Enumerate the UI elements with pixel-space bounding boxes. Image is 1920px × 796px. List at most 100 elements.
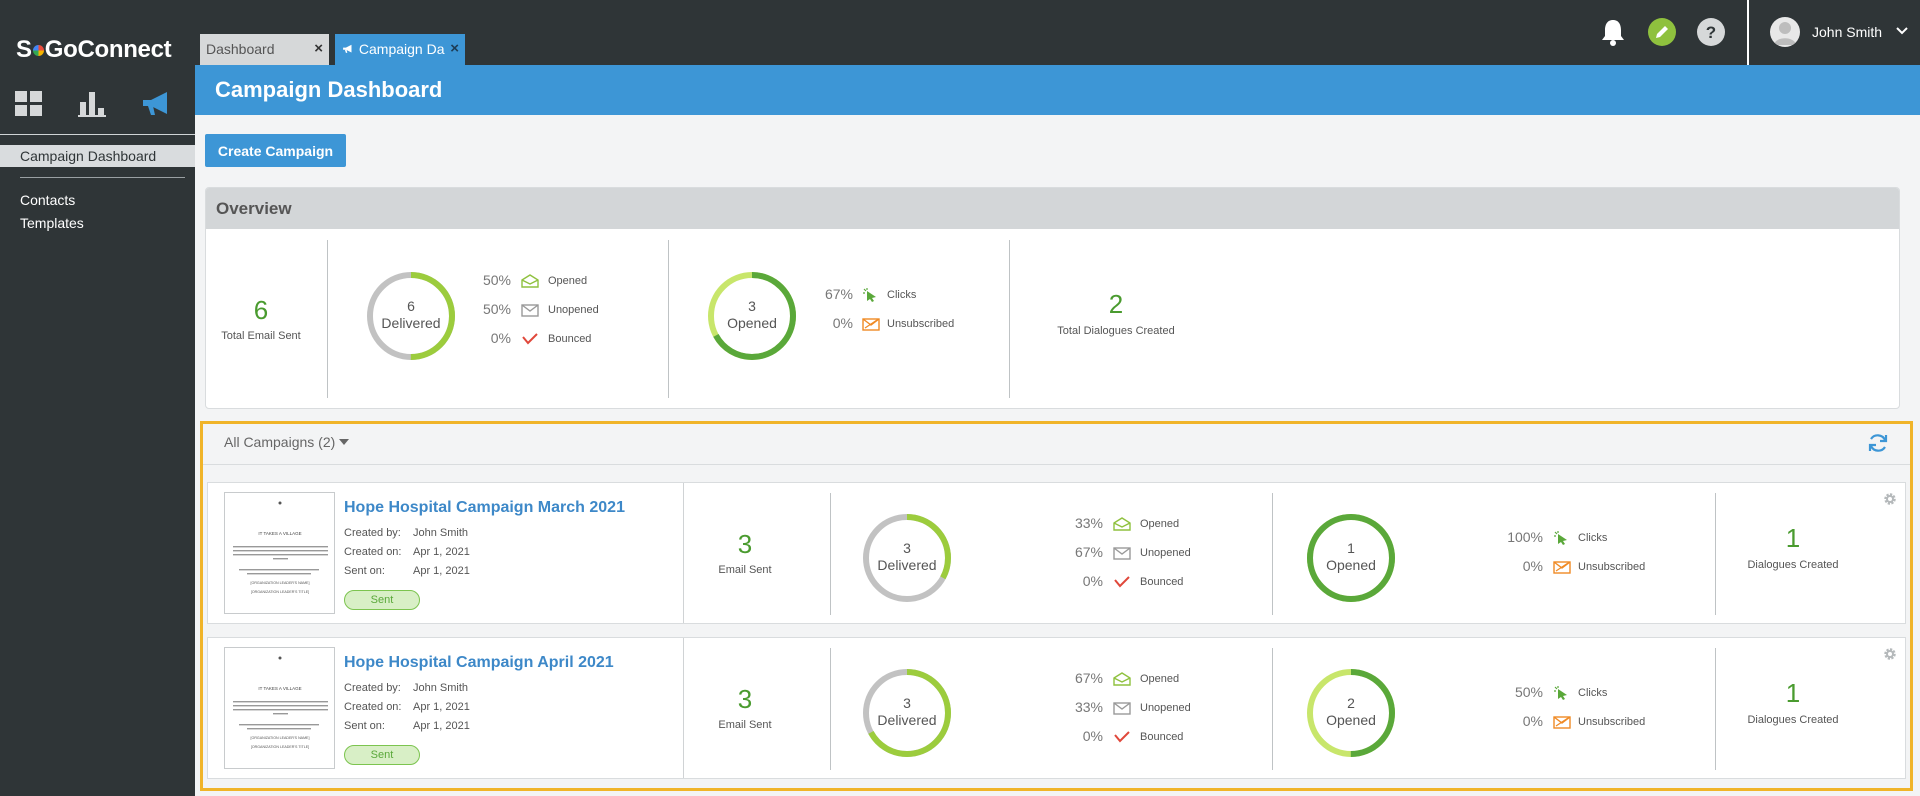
unsubscribed-pct: 0% — [1522, 558, 1543, 574]
created-by-value: John Smith — [413, 682, 469, 694]
edit-pencil-icon[interactable] — [1647, 17, 1677, 47]
unopened-label: Unopened — [1140, 702, 1191, 714]
campaign-card: IT TAKES A VILLAGE [ORGANIZATION LEADER'… — [207, 637, 1906, 779]
sidebar: S GoConnect Campaign Dashboard Contacts T… — [0, 0, 195, 796]
app-logo[interactable]: S GoConnect — [16, 36, 172, 63]
sidebar-item-campaign-dashboard[interactable]: Campaign Dashboard — [0, 145, 195, 167]
sent-on-label: Sent on: — [344, 720, 385, 732]
opened-donut-chart — [1307, 514, 1395, 602]
notification-bell-icon[interactable] — [1598, 17, 1628, 47]
campaign-filter-dropdown[interactable]: All Campaigns (2) — [224, 434, 350, 450]
megaphone-icon — [343, 44, 352, 53]
unsubscribe-envelope-icon — [1553, 561, 1571, 574]
delivered-donut-chart — [367, 272, 455, 360]
donut-arc — [863, 669, 951, 757]
svg-text:?: ? — [1706, 23, 1716, 42]
email-preview-image: IT TAKES A VILLAGE [ORGANIZATION LEADER'… — [233, 501, 328, 594]
opened-pct: 67% — [1074, 670, 1103, 686]
donut-arc — [1307, 514, 1395, 602]
created-on-value: Apr 1, 2021 — [413, 546, 470, 558]
thumb-headline: IT TAKES A VILLAGE — [258, 686, 301, 691]
overview-title: Overview — [206, 188, 1899, 229]
gear-icon[interactable] — [1883, 647, 1897, 661]
divider — [830, 648, 831, 770]
divider — [1009, 240, 1010, 398]
email-sent-label: Email Sent — [718, 564, 772, 576]
unsubscribed-label: Unsubscribed — [1578, 716, 1646, 728]
campaigns-panel: All Campaigns (2) IT TAKES A VILLAGE [OR… — [200, 421, 1913, 791]
clicks-pct: 100% — [1507, 529, 1543, 545]
dialogues-created-label: Dialogues Created — [1747, 714, 1839, 726]
gear-icon[interactable] — [1883, 492, 1897, 506]
create-campaign-button[interactable]: Create Campaign — [205, 134, 346, 167]
tab-close-icon[interactable]: × — [450, 40, 459, 57]
user-name[interactable]: John Smith — [1812, 24, 1883, 40]
campaign-card: IT TAKES A VILLAGE [ORGANIZATION LEADER'… — [207, 482, 1906, 624]
tab-campaign-dashboard[interactable]: Campaign Da × — [335, 34, 465, 65]
dialogues-created-value: 1 — [1785, 523, 1801, 553]
avatar[interactable] — [1770, 17, 1800, 47]
dashboard-grid-icon[interactable] — [10, 88, 50, 120]
user-avatar-icon — [1774, 22, 1796, 45]
bounced-label: Bounced — [1140, 731, 1184, 743]
campaign-megaphone-icon[interactable] — [137, 88, 177, 120]
opened-count: 1 — [1347, 540, 1355, 556]
help-question-icon[interactable]: ? — [1696, 17, 1726, 47]
created-by-label: Created by: — [344, 527, 401, 539]
opened-pct: 33% — [1074, 515, 1103, 531]
delivered-donut-chart — [863, 514, 951, 602]
envelope-open-icon — [1113, 517, 1131, 531]
thumb-headline: IT TAKES A VILLAGE — [258, 531, 301, 536]
email-sent-value: 3 — [737, 529, 753, 559]
thumb-signature-title: [ORGANIZATION LEADER'S TITLE] — [251, 590, 309, 594]
envelope-open-icon — [1113, 672, 1131, 686]
campaign-thumbnail[interactable]: IT TAKES A VILLAGE [ORGANIZATION LEADER'… — [224, 647, 335, 769]
cursor-click-icon — [1554, 686, 1567, 700]
sidebar-divider — [0, 134, 195, 135]
campaign-name-link[interactable]: Hope Hospital Campaign April 2021 — [344, 654, 614, 671]
bounced-pct: 0% — [490, 330, 511, 346]
tab-close-icon[interactable]: × — [314, 40, 323, 57]
dialogues-created-value: 1 — [1785, 678, 1801, 708]
bounced-label: Bounced — [548, 333, 592, 345]
refresh-icon[interactable] — [1866, 431, 1890, 455]
divider — [1272, 648, 1273, 770]
created-by-label: Created by: — [344, 682, 401, 694]
divider — [1715, 493, 1716, 615]
clicks-pct: 50% — [1514, 684, 1543, 700]
clicks-label: Clicks — [1578, 687, 1608, 699]
delivered-text: Delivered — [381, 315, 441, 331]
bounce-arrow-icon — [1114, 731, 1130, 743]
envelope-open-icon — [521, 274, 539, 288]
sent-on-value: Apr 1, 2021 — [413, 565, 470, 577]
divider — [683, 483, 684, 623]
bounced-pct: 0% — [1082, 573, 1103, 589]
unsubscribed-pct: 0% — [1522, 713, 1543, 729]
chevron-down-icon[interactable] — [1895, 24, 1909, 38]
sidebar-item-contacts[interactable]: Contacts — [20, 192, 76, 208]
opened-text: Opened — [1326, 712, 1376, 728]
opened-count: 2 — [1347, 695, 1355, 711]
opened-text: Opened — [727, 315, 777, 331]
opened-donut-label: 2 Opened — [1303, 695, 1399, 729]
delivered-donut-label: 3 Delivered — [859, 695, 955, 729]
cursor-click-icon — [863, 288, 876, 302]
tab-label: Campaign Da — [358, 41, 445, 57]
created-on-label: Created on: — [344, 546, 402, 558]
campaigns-header-divider — [203, 464, 1910, 465]
campaign-thumbnail[interactable]: IT TAKES A VILLAGE [ORGANIZATION LEADER'… — [224, 492, 335, 614]
total-dialogues-value: 2 — [1108, 289, 1124, 319]
thumb-signature: [ORGANIZATION LEADER'S NAME] — [251, 736, 310, 740]
status-badge: Sent — [344, 590, 420, 610]
email-preview-image: IT TAKES A VILLAGE [ORGANIZATION LEADER'… — [233, 656, 328, 749]
campaign-name-link[interactable]: Hope Hospital Campaign March 2021 — [344, 499, 625, 516]
opened-donut-chart — [708, 272, 796, 360]
thumb-signature: [ORGANIZATION LEADER'S NAME] — [251, 581, 310, 585]
reports-bar-chart-icon[interactable] — [72, 88, 112, 120]
sent-on-label: Sent on: — [344, 565, 385, 577]
sidebar-item-templates[interactable]: Templates — [20, 215, 84, 231]
bounced-pct: 0% — [1082, 728, 1103, 744]
tab-dashboard[interactable]: Dashboard × — [200, 34, 329, 65]
bounce-arrow-icon — [1114, 576, 1130, 588]
unopened-pct: 50% — [482, 301, 511, 317]
